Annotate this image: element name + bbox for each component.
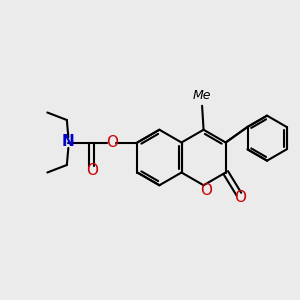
Text: O: O	[234, 190, 246, 205]
Text: Me: Me	[193, 89, 211, 102]
Text: O: O	[106, 135, 118, 150]
Text: O: O	[201, 183, 213, 198]
Text: O: O	[86, 163, 98, 178]
Text: N: N	[62, 134, 74, 149]
